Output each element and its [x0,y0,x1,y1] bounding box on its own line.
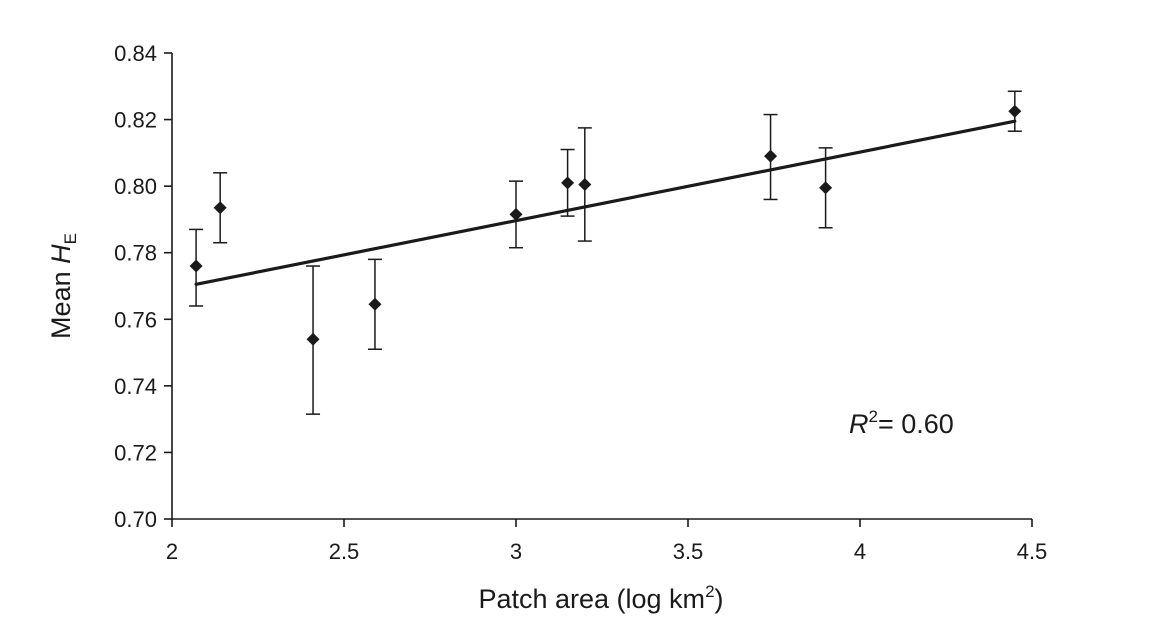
y-axis-title-subscript: E [61,233,80,244]
y-tick-label: 0.72 [114,440,157,465]
r-squared-annotation: R2= 0.60 [849,407,954,439]
y-tick-label: 0.82 [114,108,157,133]
data-point [578,177,592,191]
y-tick-label: 0.70 [114,507,157,532]
y-tick-label: 0.80 [114,174,157,199]
y-axis-title: Mean HE [46,233,80,339]
y-tick-label: 0.84 [114,41,157,66]
y-tick-label: 0.76 [114,307,157,332]
x-tick-label: 2.5 [329,539,360,564]
x-tick-label: 2 [166,539,178,564]
y-tick-label: 0.74 [114,374,157,399]
trendline [194,119,1017,286]
y-tick-label: 0.78 [114,241,157,266]
x-tick-label: 4.5 [1017,539,1048,564]
x-ticks: 2 2.5 3 3.5 4 4.5 [166,519,1047,564]
x-tick-label: 4 [854,539,866,564]
data-point [819,181,833,195]
error-bars [189,90,1022,415]
data-point [509,207,523,221]
data-point [1008,104,1022,118]
x-axis-title: Patch area (log km2) [478,582,723,614]
r-squared-superscript: 2 [869,407,878,426]
x-axis-title-superscript: 2 [705,582,714,601]
data-point [306,332,320,346]
x-tick-label: 3 [510,539,522,564]
x-axis-title-main: Patch area (log km [478,584,705,614]
data-markers [189,104,1022,346]
data-point [368,297,382,311]
data-point [213,201,227,215]
y-axis-title-main: Mean [46,264,76,339]
r-squared-italic: R [849,409,869,439]
data-point [561,176,575,190]
y-axis-title-italic: H [46,244,76,264]
r-squared-value: = 0.60 [878,409,954,439]
data-point [764,149,778,163]
x-tick-label: 3.5 [673,539,704,564]
y-ticks: 0.70 0.72 0.74 0.76 0.78 0.80 0.82 0.84 [114,41,172,532]
data-point [189,259,203,273]
x-axis-title-close: ) [715,584,724,614]
axes: 0.70 0.72 0.74 0.76 0.78 0.80 0.82 0.84 2 2.5 3 3.… [114,41,1047,564]
